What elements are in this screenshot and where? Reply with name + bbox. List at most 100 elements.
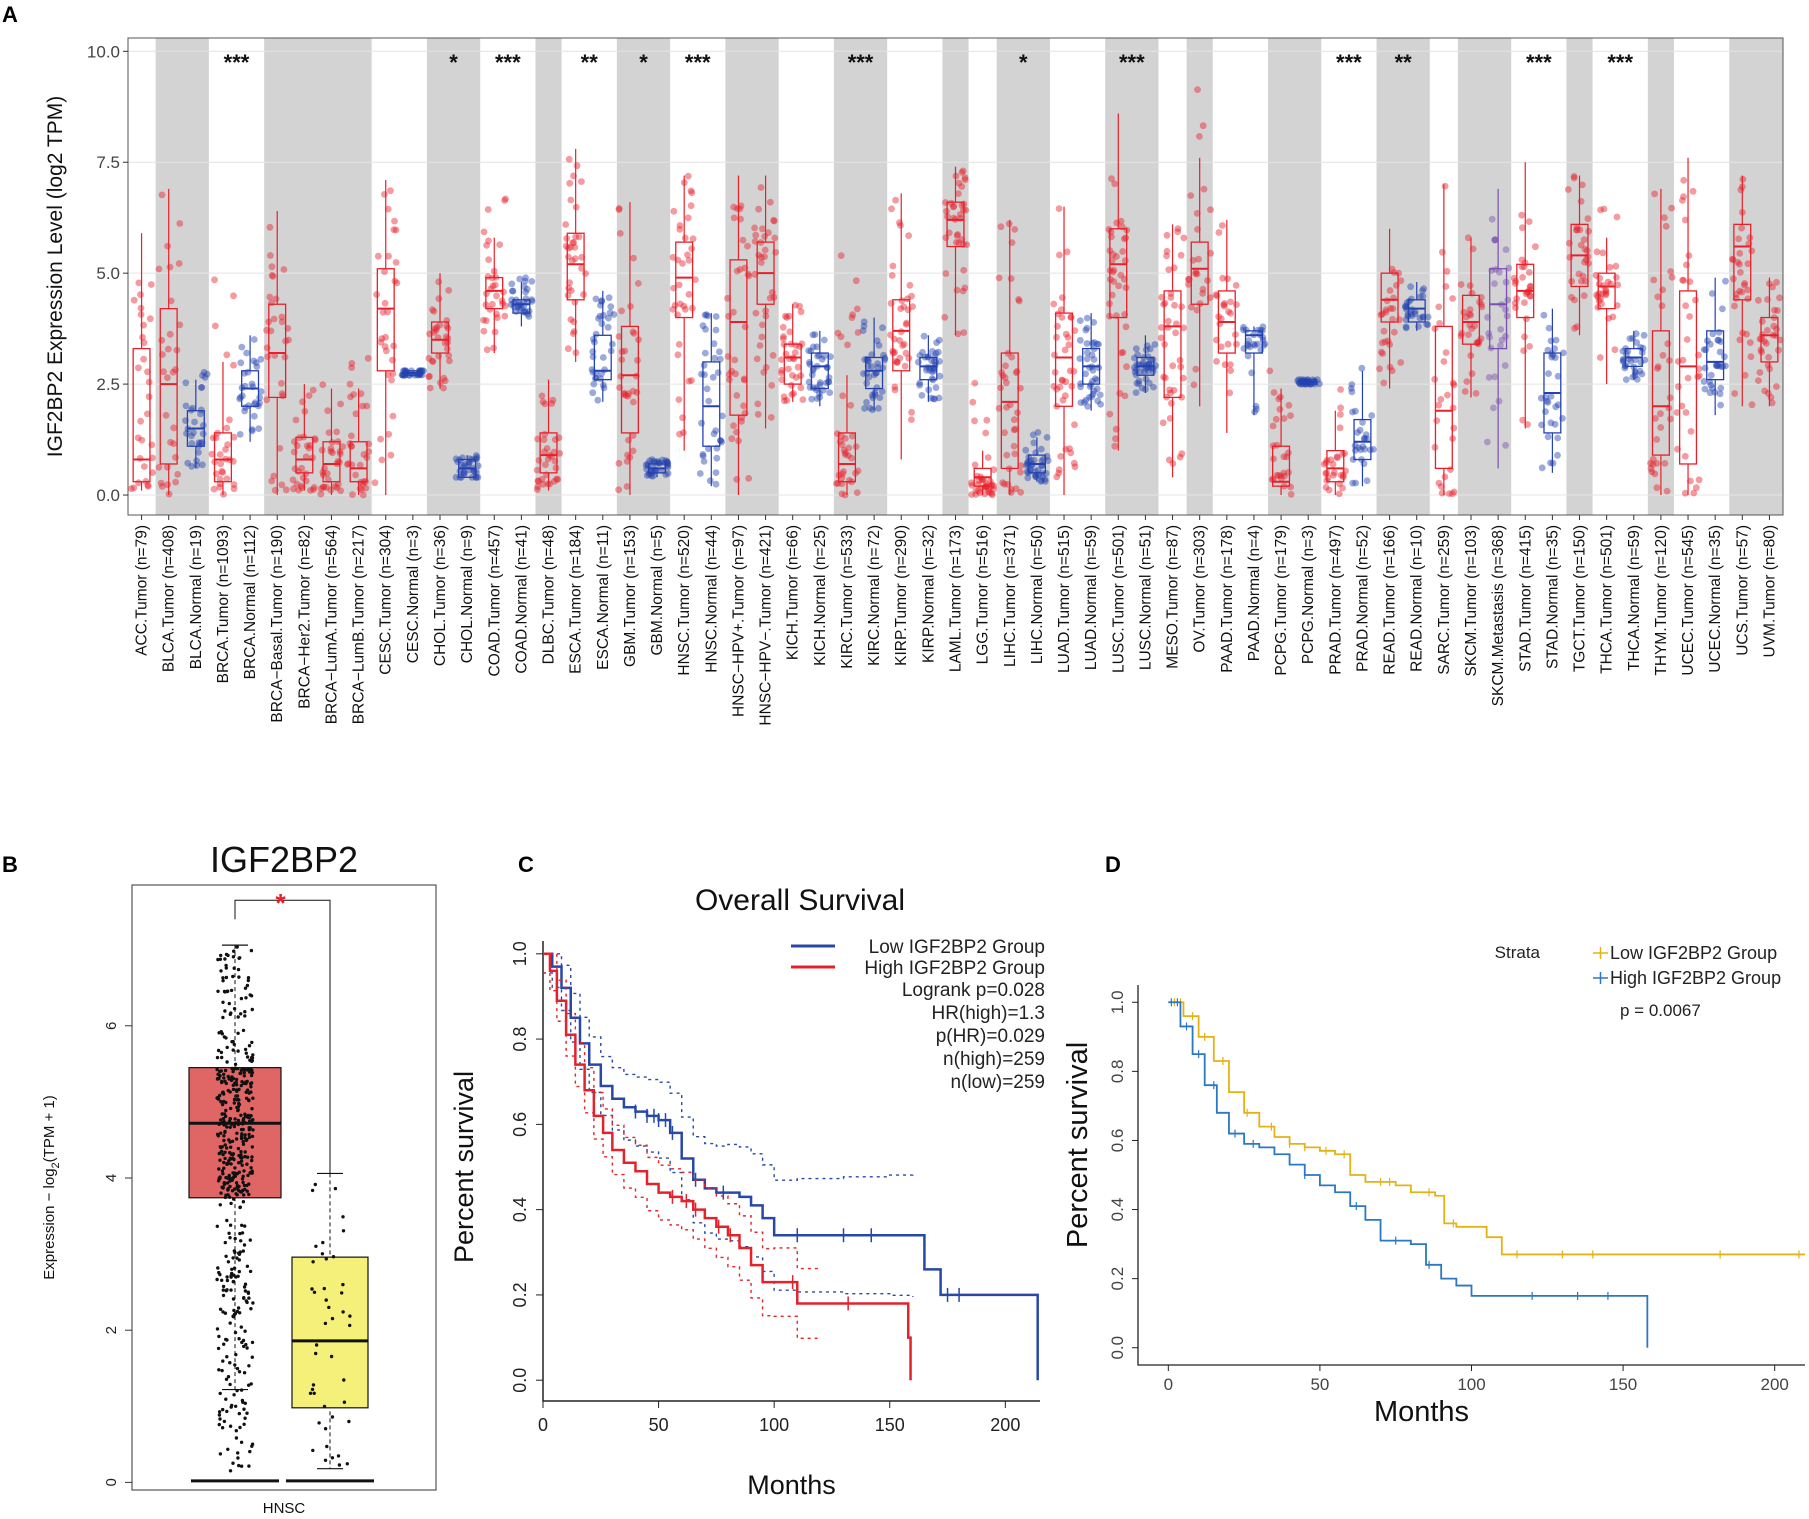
data-point: [1657, 410, 1664, 418]
data-point: [324, 1298, 328, 1302]
data-point: [902, 321, 910, 328]
data-point: [688, 189, 696, 197]
data-point: [1357, 446, 1364, 454]
data-point: [172, 366, 179, 374]
data-point: [1055, 466, 1063, 474]
x-tick-label: 150: [875, 1415, 905, 1435]
data-point: [1389, 305, 1397, 313]
data-point: [1695, 372, 1703, 379]
cancer-panel-bg: [1213, 38, 1268, 515]
data-point: [1463, 313, 1470, 321]
box: [865, 356, 884, 390]
data-point: [231, 1461, 235, 1465]
data-point: [1714, 361, 1721, 369]
data-point: [1689, 187, 1697, 195]
data-point: [1039, 473, 1046, 481]
data-point: [235, 1105, 239, 1110]
data-point: [932, 349, 940, 357]
cancer-panel-bg: [264, 38, 372, 515]
data-point: [236, 1456, 240, 1460]
data-point: [688, 377, 695, 384]
data-point: [224, 963, 228, 968]
data-point: [248, 1269, 253, 1274]
data-point: [158, 336, 166, 344]
data-point: [235, 945, 239, 949]
data-point: [320, 483, 328, 491]
data-point: [1253, 405, 1260, 413]
data-point: [712, 480, 720, 488]
significance-bracket: [234, 899, 331, 1174]
data-point: [575, 233, 583, 241]
data-point: [1123, 363, 1130, 371]
data-point: [1651, 415, 1659, 422]
data-point: [1538, 464, 1546, 472]
data-point: [724, 294, 731, 302]
data-point: [323, 1321, 328, 1326]
data-point: [745, 475, 753, 482]
data-point: [391, 217, 398, 225]
data-point: [248, 1449, 252, 1454]
x-tick-label: LAML.Tumor (n=173): [948, 525, 965, 672]
data-point: [1115, 282, 1122, 290]
data-point: [248, 1126, 252, 1130]
data-point: [1062, 446, 1070, 453]
data-point: [243, 1068, 247, 1072]
data-point: [239, 1068, 243, 1073]
data-point: [624, 392, 632, 400]
data-point: [820, 336, 828, 344]
data-point: [623, 483, 631, 490]
data-point: [233, 1236, 237, 1241]
data-point: [1564, 186, 1572, 193]
data-point: [1573, 226, 1581, 234]
data-point: [1408, 312, 1416, 320]
data-point: [225, 1162, 229, 1167]
data-point: [1017, 488, 1025, 496]
data-point: [231, 974, 235, 979]
data-point: [1347, 385, 1355, 392]
data-point: [310, 486, 317, 493]
data-point: [976, 489, 984, 496]
data-point: [1257, 346, 1265, 354]
data-point: [813, 384, 821, 392]
data-point: [615, 205, 623, 212]
data-point: [1683, 261, 1690, 269]
x-tick-label: LUAD.Tumor (n=515): [1056, 525, 1073, 673]
data-point: [1657, 424, 1665, 431]
data-point: [789, 372, 796, 379]
data-point: [231, 955, 236, 959]
data-point: [313, 1182, 317, 1187]
significance-mark: *: [639, 50, 648, 75]
data-point: [985, 488, 992, 496]
data-point: [1637, 344, 1644, 351]
data-point: [222, 1138, 226, 1143]
data-point: [232, 1273, 236, 1277]
data-point: [880, 351, 887, 359]
data-point: [1585, 260, 1592, 267]
data-point: [1001, 374, 1009, 382]
data-point: [1543, 397, 1551, 405]
data-point: [250, 1134, 255, 1139]
data-point: [232, 1007, 237, 1011]
data-point: [242, 1183, 247, 1188]
data-point: [737, 202, 745, 210]
data-point: [1199, 290, 1207, 297]
x-axis-label: Months: [1374, 1396, 1469, 1428]
data-point: [738, 414, 746, 422]
data-point: [779, 335, 787, 343]
panel-label-d: D: [1105, 852, 1121, 877]
data-point: [1089, 367, 1097, 374]
data-point: [236, 1015, 240, 1019]
data-point: [664, 463, 672, 471]
data-point: [217, 1334, 221, 1339]
data-point: [751, 270, 759, 278]
data-point: [1478, 303, 1486, 311]
data-point: [534, 483, 541, 491]
data-point: [539, 481, 547, 488]
data-point: [578, 265, 585, 272]
data-point: [643, 472, 651, 479]
data-point: [710, 340, 718, 348]
data-point: [1084, 349, 1091, 357]
data-point: [323, 1458, 328, 1463]
data-point: [184, 459, 192, 467]
data-point: [1030, 456, 1038, 464]
